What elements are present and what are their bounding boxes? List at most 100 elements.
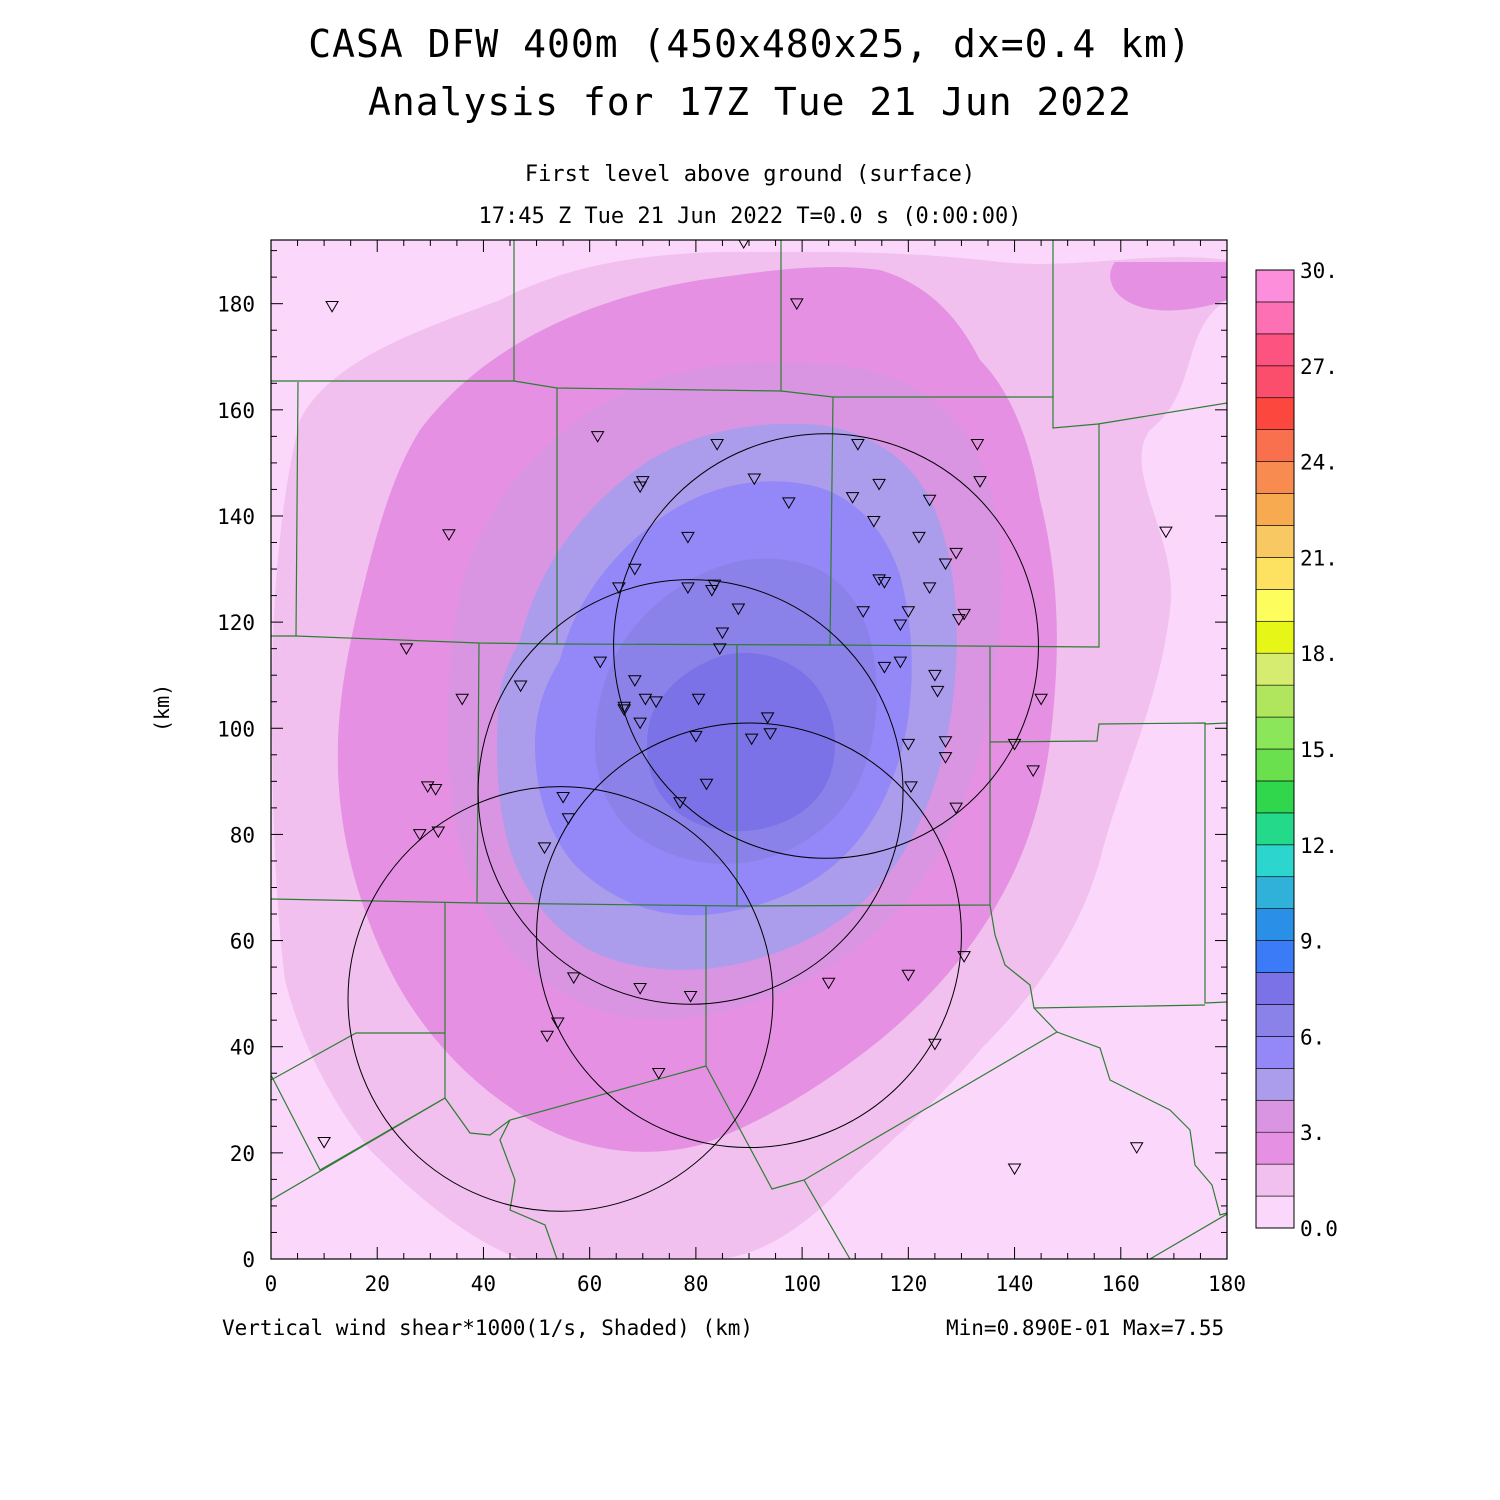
colorbar-label: 27. [1300,355,1338,379]
station-marker [872,574,886,587]
colorbar-swatch [1255,1068,1295,1101]
x-axis: 0 20 40 60 80 100 120 140 160 180 [265,240,1246,1296]
station-marker [731,603,746,616]
colorbar-swatch [1255,908,1295,941]
radar-ring-1 [613,433,1039,859]
station-marker [689,730,703,743]
colorbar-swatch [1255,940,1295,973]
station-marker [901,969,916,982]
station-marker [428,784,443,796]
x-tick-label: 160 [1102,1272,1140,1296]
colorbar-swatch [1255,301,1295,335]
station-marker [951,614,966,626]
station-marker [930,685,945,698]
station-marker [738,240,750,250]
station-marker [556,791,570,804]
station-marker [617,701,632,714]
colorbar-swatch [1255,525,1295,558]
colorbar-swatch [1255,716,1295,750]
station-marker [1159,526,1173,539]
y-tick-label: 140 [217,505,255,529]
station-marker [712,643,727,656]
station-marker [928,1038,942,1051]
county-boundaries [271,240,1227,1259]
station-marker [781,497,796,510]
station-marker [949,802,964,815]
colorbar-swatch [1255,844,1295,878]
colorbar-label: 6. [1300,1025,1325,1049]
station-marker [627,675,642,687]
station-marker [683,990,698,1003]
x-tick-label: 120 [889,1272,927,1296]
colorbar-swatch [1255,589,1295,622]
station-marker [593,656,608,669]
y-tick-label: 40 [230,1036,255,1060]
station-marker [747,473,762,486]
colorbar-label: 12. [1300,834,1338,858]
station-marker [928,669,942,682]
y-tick-label: 0 [242,1248,255,1272]
colorbar-swatch [1255,461,1295,494]
station-marker [673,797,687,809]
station-marker [760,712,775,725]
station-marker [651,1067,666,1080]
colorbar-swatch [1255,557,1295,590]
station-marker [681,582,695,595]
station-marker [627,563,642,576]
station-marker [901,606,916,618]
colorbar-swatch [1255,780,1295,814]
station-marker [704,584,719,597]
colorbar-label: 30. [1300,259,1338,283]
station-marker [821,977,836,990]
colorbar-swatch [1255,1099,1295,1133]
station-marker [866,515,881,528]
x-tick-label: 100 [783,1272,821,1296]
station-marker [691,693,706,706]
station-marker [744,733,759,746]
colorbar-swatch [1255,365,1295,399]
station-marker [442,529,456,541]
radar-ring-2 [477,579,904,1005]
station-marker [710,439,725,451]
station-marker [893,619,908,632]
colorbar-swatch [1255,876,1295,909]
station-marker [1129,1142,1144,1154]
station-marker [399,643,414,656]
station-marker [957,951,971,963]
station-marker [649,696,663,709]
station-marker [938,736,953,748]
station-marker [877,577,892,589]
station-marker [845,492,860,504]
variable-caption: Vertical wind shear*1000(1/s, Shaded) (k… [222,1316,754,1340]
station-marker [789,298,804,311]
station-marker [455,693,470,706]
station-marker [431,826,446,839]
x-tick-label: 80 [683,1272,708,1296]
colorbar-label: 9. [1300,930,1325,954]
colorbar: 0.0 3. 6. 9. 12. 15. 18. 21. 24. 27. 30. [1255,259,1338,1241]
x-tick-label: 40 [471,1272,496,1296]
station-marker [633,481,647,494]
station-marker [638,693,653,706]
station-marker [633,983,647,995]
station-marker [856,606,871,618]
y-tick-label: 60 [230,930,255,954]
y-axis: 0 20 40 60 80 100 120 140 160 180 [217,250,1227,1272]
y-tick-label: 180 [217,293,255,317]
station-marker [612,582,626,595]
colorbar-label: 15. [1300,738,1338,762]
station-marker [1026,765,1041,778]
colorbar-label: 18. [1300,642,1338,666]
shear-band-2b [1110,262,1227,311]
station-marker [973,476,987,488]
station-marker [763,728,778,740]
station-marker [566,972,581,985]
x-tick-label: 0 [265,1272,278,1296]
station-marker [872,478,886,491]
x-tick-label: 20 [365,1272,390,1296]
station-marker [938,752,953,764]
station-marker [317,1136,331,1149]
y-tick-label: 120 [217,611,255,635]
colorbar-swatch [1255,1004,1295,1037]
chart-title-line1: CASA DFW 400m (450x480x25, dx=0.4 km) [308,22,1192,66]
